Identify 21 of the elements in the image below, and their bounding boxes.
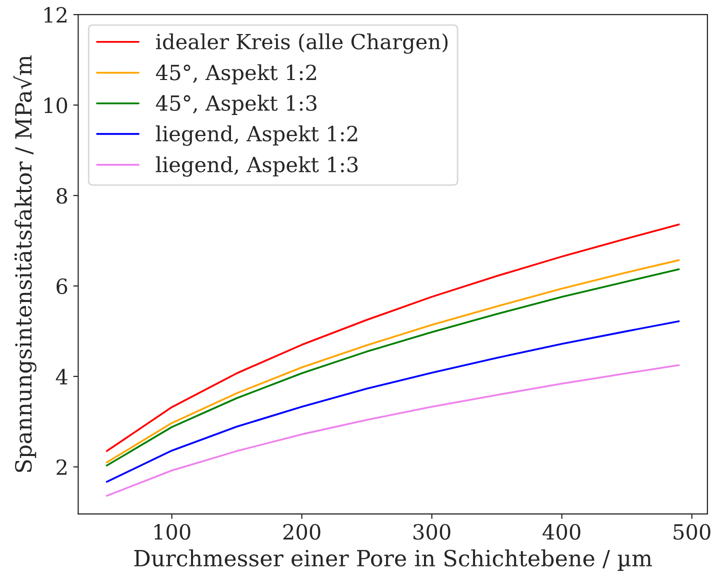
x-tick-label: 200 [283,524,320,540]
y-tick-label: 4 [56,368,68,384]
y-tick-label: 2 [56,459,66,475]
y-tick-label: 6 [56,278,68,294]
line-series [106,320,680,483]
x-tick-label: 400 [542,524,580,540]
x-tick-label: 300 [414,524,450,540]
y-tick-label: 10 [44,98,68,114]
legend-label: liegend, Aspekt 1:3 [156,156,358,177]
x-tick-label: 500 [674,524,710,540]
legend-label: 45°, Aspekt 1:2 [156,64,316,84]
line-series [106,224,680,452]
x-tick-label: 100 [154,524,190,540]
legend-label: idealer Kreis (alle Chargen) [156,33,448,54]
line-series [106,364,680,497]
y-tick-label: 8 [56,188,68,204]
legend-label: 45°, Aspekt 1:3 [156,94,316,115]
legend-label: liegend, Aspekt 1:2 [156,125,358,146]
x-axis-title: Durchmesser einer Pore in Schichtebene / µm [134,549,652,571]
y-axis-title: Spannungsintensitätsfaktor / MPa√m [13,55,36,472]
y-tick-label: 12 [44,7,66,23]
